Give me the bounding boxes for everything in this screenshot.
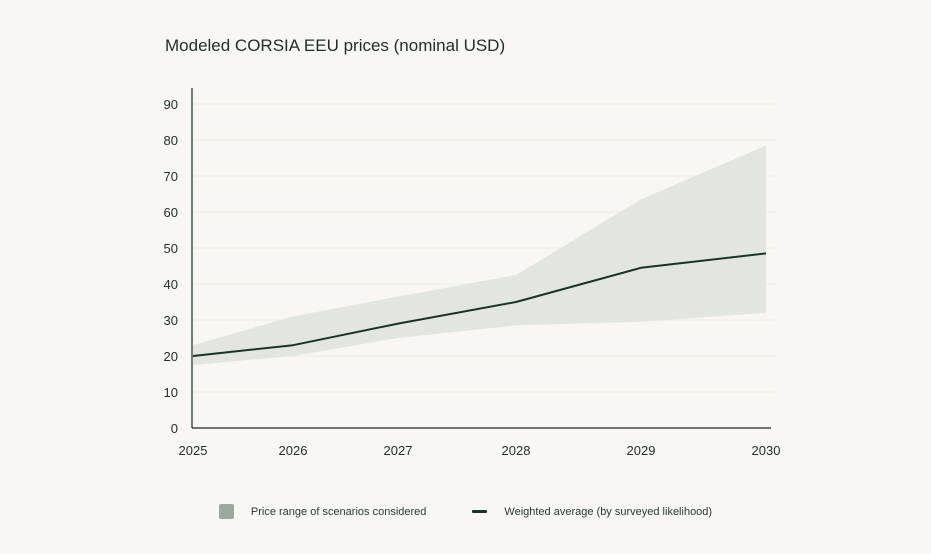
- y-tick-label-80: 80: [164, 133, 178, 148]
- y-tick-label-50: 50: [164, 241, 178, 256]
- axes: [191, 88, 771, 429]
- average-line-layer: [192, 252, 767, 357]
- y-tick-label-70: 70: [164, 169, 178, 184]
- x-tick-label-2028: 2028: [502, 443, 531, 458]
- x-tick-label-2025: 2025: [179, 443, 208, 458]
- average-line: [192, 252, 767, 357]
- legend-label-average: Weighted average (by surveyed likelihood…: [504, 505, 713, 518]
- y-tick-labels: 0 10 20 30 40 50 60 70 80 90: [164, 97, 178, 436]
- legend-swatch-range: [218, 504, 234, 519]
- y-tick-label-0: 0: [171, 421, 178, 436]
- y-tick-label-10: 10: [164, 385, 178, 400]
- x-tick-label-2030: 2030: [752, 443, 781, 458]
- x-tick-label-2027: 2027: [384, 443, 413, 458]
- legend-item-average: Weighted average (by surveyed likelihood…: [472, 506, 712, 518]
- range-area-layer: [193, 145, 766, 365]
- legend-item-range: Price range of scenarios considered: [218, 504, 427, 519]
- y-tick-label-60: 60: [164, 205, 178, 220]
- x-tick-label-2026: 2026: [279, 443, 308, 458]
- y-tick-label-20: 20: [164, 349, 178, 364]
- y-tick-label-90: 90: [164, 97, 178, 112]
- legend: Price range of scenarios considered Weig…: [0, 504, 931, 519]
- x-tick-labels: 2025 2026 2027 2028 2029 2030: [179, 443, 781, 458]
- y-tick-label-30: 30: [164, 313, 178, 328]
- range-area: [193, 145, 766, 365]
- y-tick-label-40: 40: [164, 277, 178, 292]
- x-tick-label-2029: 2029: [627, 443, 656, 458]
- legend-label-range: Price range of scenarios considered: [250, 505, 427, 518]
- legend-swatch-average: [472, 510, 488, 513]
- chart-title: Modeled CORSIA EEU prices (nominal USD): [165, 36, 506, 55]
